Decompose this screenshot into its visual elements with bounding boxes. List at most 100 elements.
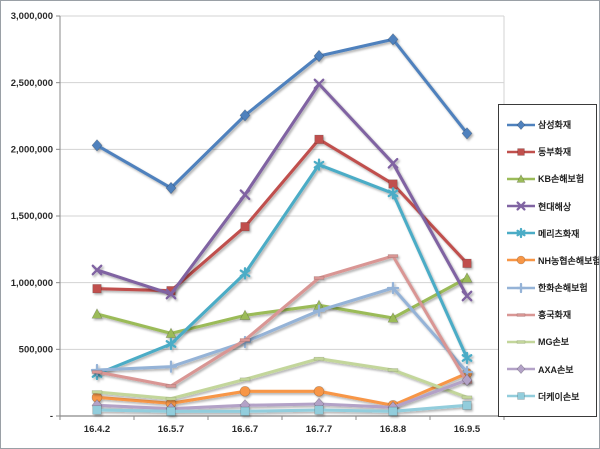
series-marker [387,157,399,169]
series-marker [461,272,473,283]
legend-label: 메리츠화재 [538,228,580,239]
series-line [95,403,469,413]
series-marker [462,400,472,410]
series-MG손보 [91,356,473,401]
series-marker [166,406,176,416]
y-tick-label: 1,500,000 [11,211,53,222]
series-marker [239,338,251,342]
legend-marker-swatch [507,148,535,156]
series-marker [461,373,473,387]
series-marker [165,288,177,300]
series-marker [91,264,103,276]
series-marker [516,174,526,183]
series-marker [386,281,400,295]
x-tick-label: 16.9.5 [454,424,481,435]
series-메리츠화재 [91,158,473,381]
legend-item: 동부화재 [507,145,594,158]
series-marker [165,384,177,388]
series-marker [387,33,399,46]
series-line [95,371,469,407]
series-marker [387,254,399,258]
series-marker [313,158,325,171]
series-marker [91,308,103,319]
legend-item: AXA손보 [507,363,594,376]
series-line [95,163,469,376]
legend-label: AXA손보 [538,364,574,375]
legend-item: 현대해상 [507,200,594,213]
series-marker [516,364,526,375]
series-marker [516,228,526,239]
legend-item: 삼성화재 [507,118,594,131]
series-marker [313,49,325,63]
series-marker [461,395,473,400]
series-marker [314,134,324,144]
series-marker [240,406,250,416]
legend-label: MG손보 [538,337,570,348]
series-marker [91,370,103,374]
series-marker [387,368,399,372]
series-marker [239,189,251,201]
series-marker [239,377,251,382]
series-marker [164,360,178,373]
series-marker [516,340,526,344]
series-marker [313,78,325,90]
legend-item: 흥국화재 [507,308,594,321]
series-동부화재 [92,134,472,296]
legend-label: 동부화재 [538,147,572,158]
legend-marker-swatch [507,282,535,293]
series-marker [313,386,325,397]
legend-marker-swatch [507,174,535,183]
legend-marker-swatch [507,228,535,239]
legend-label: NH농협손해보험 [538,255,600,266]
legend-marker-swatch [507,201,535,211]
legend-label: KB손해보험 [538,174,585,185]
series-marker [92,284,102,294]
legend-marker-swatch [507,313,535,317]
series-marker [461,127,473,140]
series-marker [516,119,526,130]
series-marker [91,390,103,394]
series-marker [239,109,251,122]
legend-item: 더케이손보 [507,390,594,403]
x-tick-label: 16.7.7 [306,424,332,435]
legend-marker-swatch [507,392,535,400]
legend-label: 현대해상 [538,201,572,212]
series-marker [517,148,525,156]
series-marker [165,396,177,401]
legend-label: 더케이손보 [538,391,580,402]
legend-item: KB손해보험 [507,172,594,185]
series-marker [462,258,472,268]
y-tick-label: 2,500,000 [11,78,53,89]
series-line [95,357,469,401]
x-tick-label: 16.4.2 [84,424,110,435]
legend-marker-swatch [507,119,535,130]
series-line [95,82,469,298]
legend-item: 한화손해보험 [507,281,594,294]
series-한화손해보험 [90,281,474,379]
series-marker [165,181,177,195]
series-marker [312,304,326,317]
series-marker [461,290,473,302]
legend-label: 흥국화재 [538,310,572,321]
series-line [95,254,469,388]
series-marker [461,351,473,365]
series-marker [516,256,526,265]
series-marker [314,405,324,415]
series-marker [515,282,527,293]
series-marker [517,392,525,400]
series-marker [91,139,103,152]
y-tick-label: 1,000,000 [11,278,53,289]
y-tick-label: 3,000,000 [11,11,53,22]
series-line [95,137,469,293]
series-marker [313,356,325,361]
series-현대해상 [91,78,473,302]
legend-item: 메리츠화재 [507,227,594,240]
series-더케이손보 [92,400,472,416]
series-marker [313,276,325,280]
series-marker [240,222,250,232]
series-marker [388,179,398,189]
series-marker [387,312,399,323]
series-marker [516,313,526,317]
